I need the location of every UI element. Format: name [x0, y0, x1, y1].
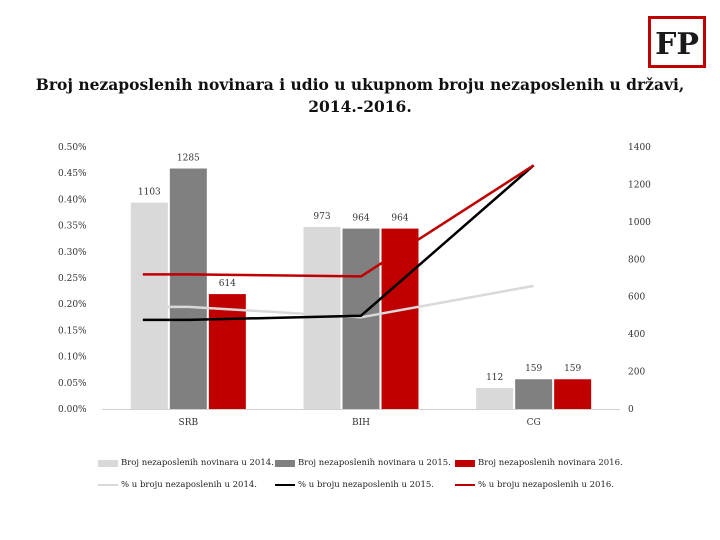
- left-axis-tick-label: 0.10%: [58, 353, 87, 363]
- left-axis-tick-label: 0.35%: [58, 222, 87, 232]
- legend-label: % u broju nezaposlenih u 2014.: [121, 480, 257, 490]
- legend-item: % u broju nezaposlenih u 2015.: [275, 480, 434, 490]
- legend-line: [275, 484, 295, 486]
- right-axis-tick-label: 1200: [628, 180, 651, 190]
- category-label: CG: [527, 418, 541, 428]
- legend-label: Broj nezaposlenih novinara u 2015.: [298, 458, 451, 468]
- legend-item: Broj nezaposlenih novinara 2016.: [455, 458, 623, 468]
- left-axis-tick-label: 0.50%: [58, 143, 87, 153]
- right-axis-tick-label: 0: [628, 405, 634, 415]
- left-axis-tick-label: 0.40%: [58, 195, 87, 205]
- right-axis-tick-label: 400: [628, 330, 645, 340]
- left-axis-tick-label: 0.30%: [58, 248, 87, 258]
- line-series: [142, 164, 535, 278]
- legend: Broj nezaposlenih novinara u 2014. Broj n…: [0, 458, 720, 498]
- bar: [169, 168, 207, 409]
- bar: [554, 379, 592, 409]
- legend-label: Broj nezaposlenih novinara u 2014.: [121, 458, 274, 468]
- bar-data-label: 159: [525, 364, 542, 374]
- bars: [130, 168, 592, 409]
- left-axis-tick-label: 0.15%: [58, 326, 87, 336]
- right-axis-tick-label: 200: [628, 368, 645, 378]
- logo-text: FP: [655, 27, 699, 62]
- category-label: BIH: [352, 418, 370, 428]
- chart-title: Broj nezaposlenih novinara i udio u ukup…: [35, 75, 685, 116]
- bar: [476, 388, 514, 409]
- legend-swatch: [275, 459, 295, 467]
- right-axis: 0 200 400 600 800 1000 1200 1400: [628, 143, 651, 415]
- legend-line: [455, 484, 475, 486]
- left-axis: 0.00% 0.05% 0.10% 0.15% 0.20% 0.25% 0.30% 0.35%…: [58, 143, 620, 415]
- right-axis-tick-label: 1400: [628, 143, 651, 153]
- legend-line: [98, 484, 118, 486]
- bar-data-label: 614: [219, 279, 236, 289]
- right-axis-tick-label: 800: [628, 255, 645, 265]
- bar-data-label: 1103: [138, 188, 161, 198]
- left-axis-tick-label: 0.05%: [58, 379, 87, 389]
- bar-data-label: 112: [486, 373, 503, 383]
- bar-data-label: 973: [313, 212, 330, 222]
- left-axis-tick-label: 0.20%: [58, 300, 87, 310]
- bar-data-label: 159: [564, 364, 581, 374]
- bar-data-label: 964: [391, 214, 408, 224]
- legend-item: Broj nezaposlenih novinara u 2014.: [98, 458, 274, 468]
- line-series: [142, 164, 535, 322]
- legend-label: % u broju nezaposlenih u 2016.: [478, 480, 614, 490]
- right-axis-tick-label: 1000: [628, 218, 651, 228]
- left-axis-tick-label: 0.45%: [58, 169, 87, 179]
- legend-swatch: [98, 459, 118, 467]
- legend-label: Broj nezaposlenih novinara 2016.: [478, 458, 623, 468]
- fp-logo: FP: [648, 16, 706, 68]
- category-labels: SRB BIH CG: [179, 418, 541, 428]
- bar-data-label: 964: [352, 214, 369, 224]
- legend-swatch: [455, 459, 475, 467]
- bar: [208, 294, 246, 409]
- lines: [142, 164, 535, 322]
- bar-data-label: 1285: [177, 154, 200, 164]
- legend-item: % u broju nezaposlenih u 2014.: [98, 480, 257, 490]
- right-axis-tick-label: 600: [628, 293, 645, 303]
- legend-item: Broj nezaposlenih novinara u 2015.: [275, 458, 451, 468]
- left-axis-tick-label: 0.25%: [58, 274, 87, 284]
- legend-item: % u broju nezaposlenih u 2016.: [455, 480, 614, 490]
- bar: [381, 228, 419, 409]
- legend-label: % u broju nezaposlenih u 2015.: [298, 480, 434, 490]
- line-series: [142, 284, 534, 319]
- data-labels: 1103 1285 614 973 964 964 112 159 159: [138, 154, 582, 384]
- bar: [515, 379, 553, 409]
- category-label: SRB: [179, 418, 199, 428]
- left-axis-tick-label: 0.00%: [58, 405, 87, 415]
- bar: [342, 228, 380, 409]
